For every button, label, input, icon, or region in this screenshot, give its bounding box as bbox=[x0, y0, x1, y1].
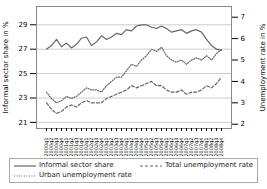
svg-text:25: 25 bbox=[19, 70, 28, 78]
svg-text:2008q4: 2008q4 bbox=[218, 138, 225, 157]
svg-text:23: 23 bbox=[19, 94, 28, 102]
svg-text:2: 2 bbox=[241, 120, 245, 128]
svg-text:4: 4 bbox=[241, 78, 246, 86]
svg-text:5: 5 bbox=[241, 56, 245, 64]
svg-text:Unemployment rate in %: Unemployment rate in % bbox=[259, 23, 267, 111]
svg-text:3: 3 bbox=[241, 99, 245, 107]
html-text:Urban unemployment rate: Urban unemployment rate bbox=[38, 171, 132, 179]
svg-text:27: 27 bbox=[19, 45, 28, 53]
svg-text:29: 29 bbox=[19, 21, 28, 29]
svg-text:Informal sector share in %: Informal sector share in % bbox=[2, 21, 10, 113]
svg-text:6: 6 bbox=[241, 35, 246, 43]
svg-text:21: 21 bbox=[19, 119, 28, 127]
html-text:Informal sector share: Informal sector share bbox=[38, 161, 114, 169]
html-text:Total unemployment rate: Total unemployment rate bbox=[164, 161, 253, 169]
svg-text:7: 7 bbox=[241, 13, 245, 21]
